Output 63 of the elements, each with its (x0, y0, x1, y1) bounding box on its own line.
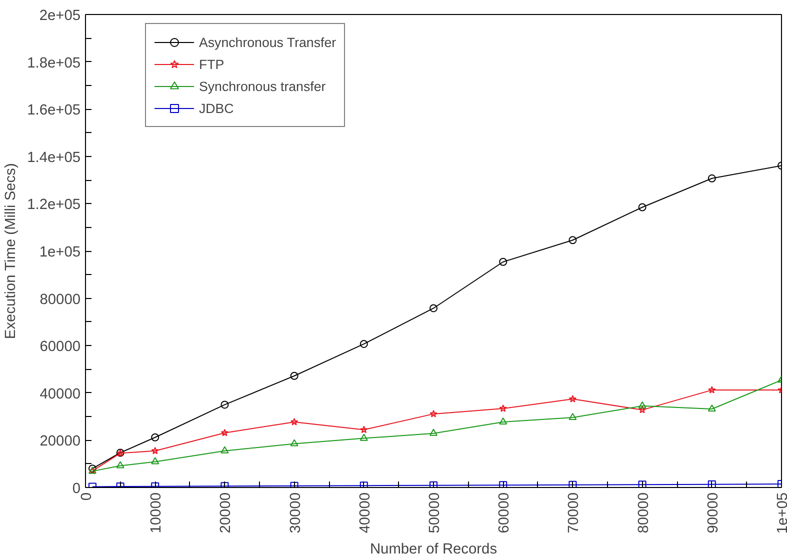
x-tick-label: 70000 (566, 492, 582, 534)
point (430, 428, 438, 436)
y-tick-label: 60000 (40, 339, 81, 356)
y-tick-label: 1.4e+05 (27, 150, 81, 166)
y-axis-title: Execution Time (Milli Secs) (3, 163, 20, 340)
x-tick-label: 50000 (427, 492, 443, 534)
point (360, 340, 368, 348)
legend-label: Asynchronous Transfer (199, 34, 336, 50)
point (360, 482, 368, 488)
point (708, 404, 716, 412)
point (220, 400, 229, 409)
point (151, 446, 159, 454)
point (568, 236, 577, 244)
y-tick-label: 1e+05 (39, 244, 81, 260)
y-tick-label: 1.6e+05 (27, 102, 81, 119)
legend-label: Synchronous transfer (199, 78, 326, 94)
x-tick-label: 90000 (705, 492, 722, 534)
x-tick-label: 40000 (357, 492, 374, 534)
point (499, 404, 507, 412)
point (430, 481, 438, 488)
point (290, 439, 298, 446)
point (499, 481, 508, 488)
y-tick-label: 2e+05 (39, 8, 81, 24)
point (430, 304, 438, 312)
point (568, 395, 577, 402)
x-tick-label: 1e+05 (775, 492, 787, 534)
point (290, 482, 298, 488)
x-tick-label: 80000 (636, 492, 652, 534)
point (220, 428, 229, 436)
point (151, 433, 160, 442)
point (708, 386, 716, 394)
y-tick-label: 1.2e+05 (27, 197, 81, 214)
y-tick-label: 1.8e+05 (27, 55, 81, 72)
y-tick-label: 20000 (40, 434, 81, 450)
point (151, 457, 160, 464)
point (116, 461, 124, 468)
point (638, 401, 646, 408)
point (430, 410, 438, 418)
x-tick-label: 60000 (496, 492, 513, 534)
x-tick-label: 10000 (148, 492, 165, 534)
point (360, 426, 368, 434)
point (499, 258, 508, 266)
point (708, 174, 716, 182)
y-tick-label: 40000 (40, 386, 81, 402)
y-tick-label: 80000 (40, 292, 81, 308)
point (638, 406, 646, 414)
point (220, 446, 229, 454)
point (360, 434, 368, 441)
legend-label: JDBC (199, 100, 234, 116)
point (638, 203, 646, 212)
x-tick-label: 0 (79, 492, 95, 501)
x-axis-title: Number of Records (370, 542, 498, 558)
point (638, 480, 646, 488)
point (568, 480, 577, 488)
point (290, 372, 298, 380)
point (568, 412, 577, 420)
legend-label: FTP (199, 56, 224, 72)
x-tick-label: 20000 (218, 492, 234, 534)
y-tick-label: 0 (72, 481, 81, 497)
x-tick-label: 30000 (288, 492, 304, 534)
point (708, 480, 716, 488)
point (290, 418, 298, 426)
point (499, 417, 508, 425)
